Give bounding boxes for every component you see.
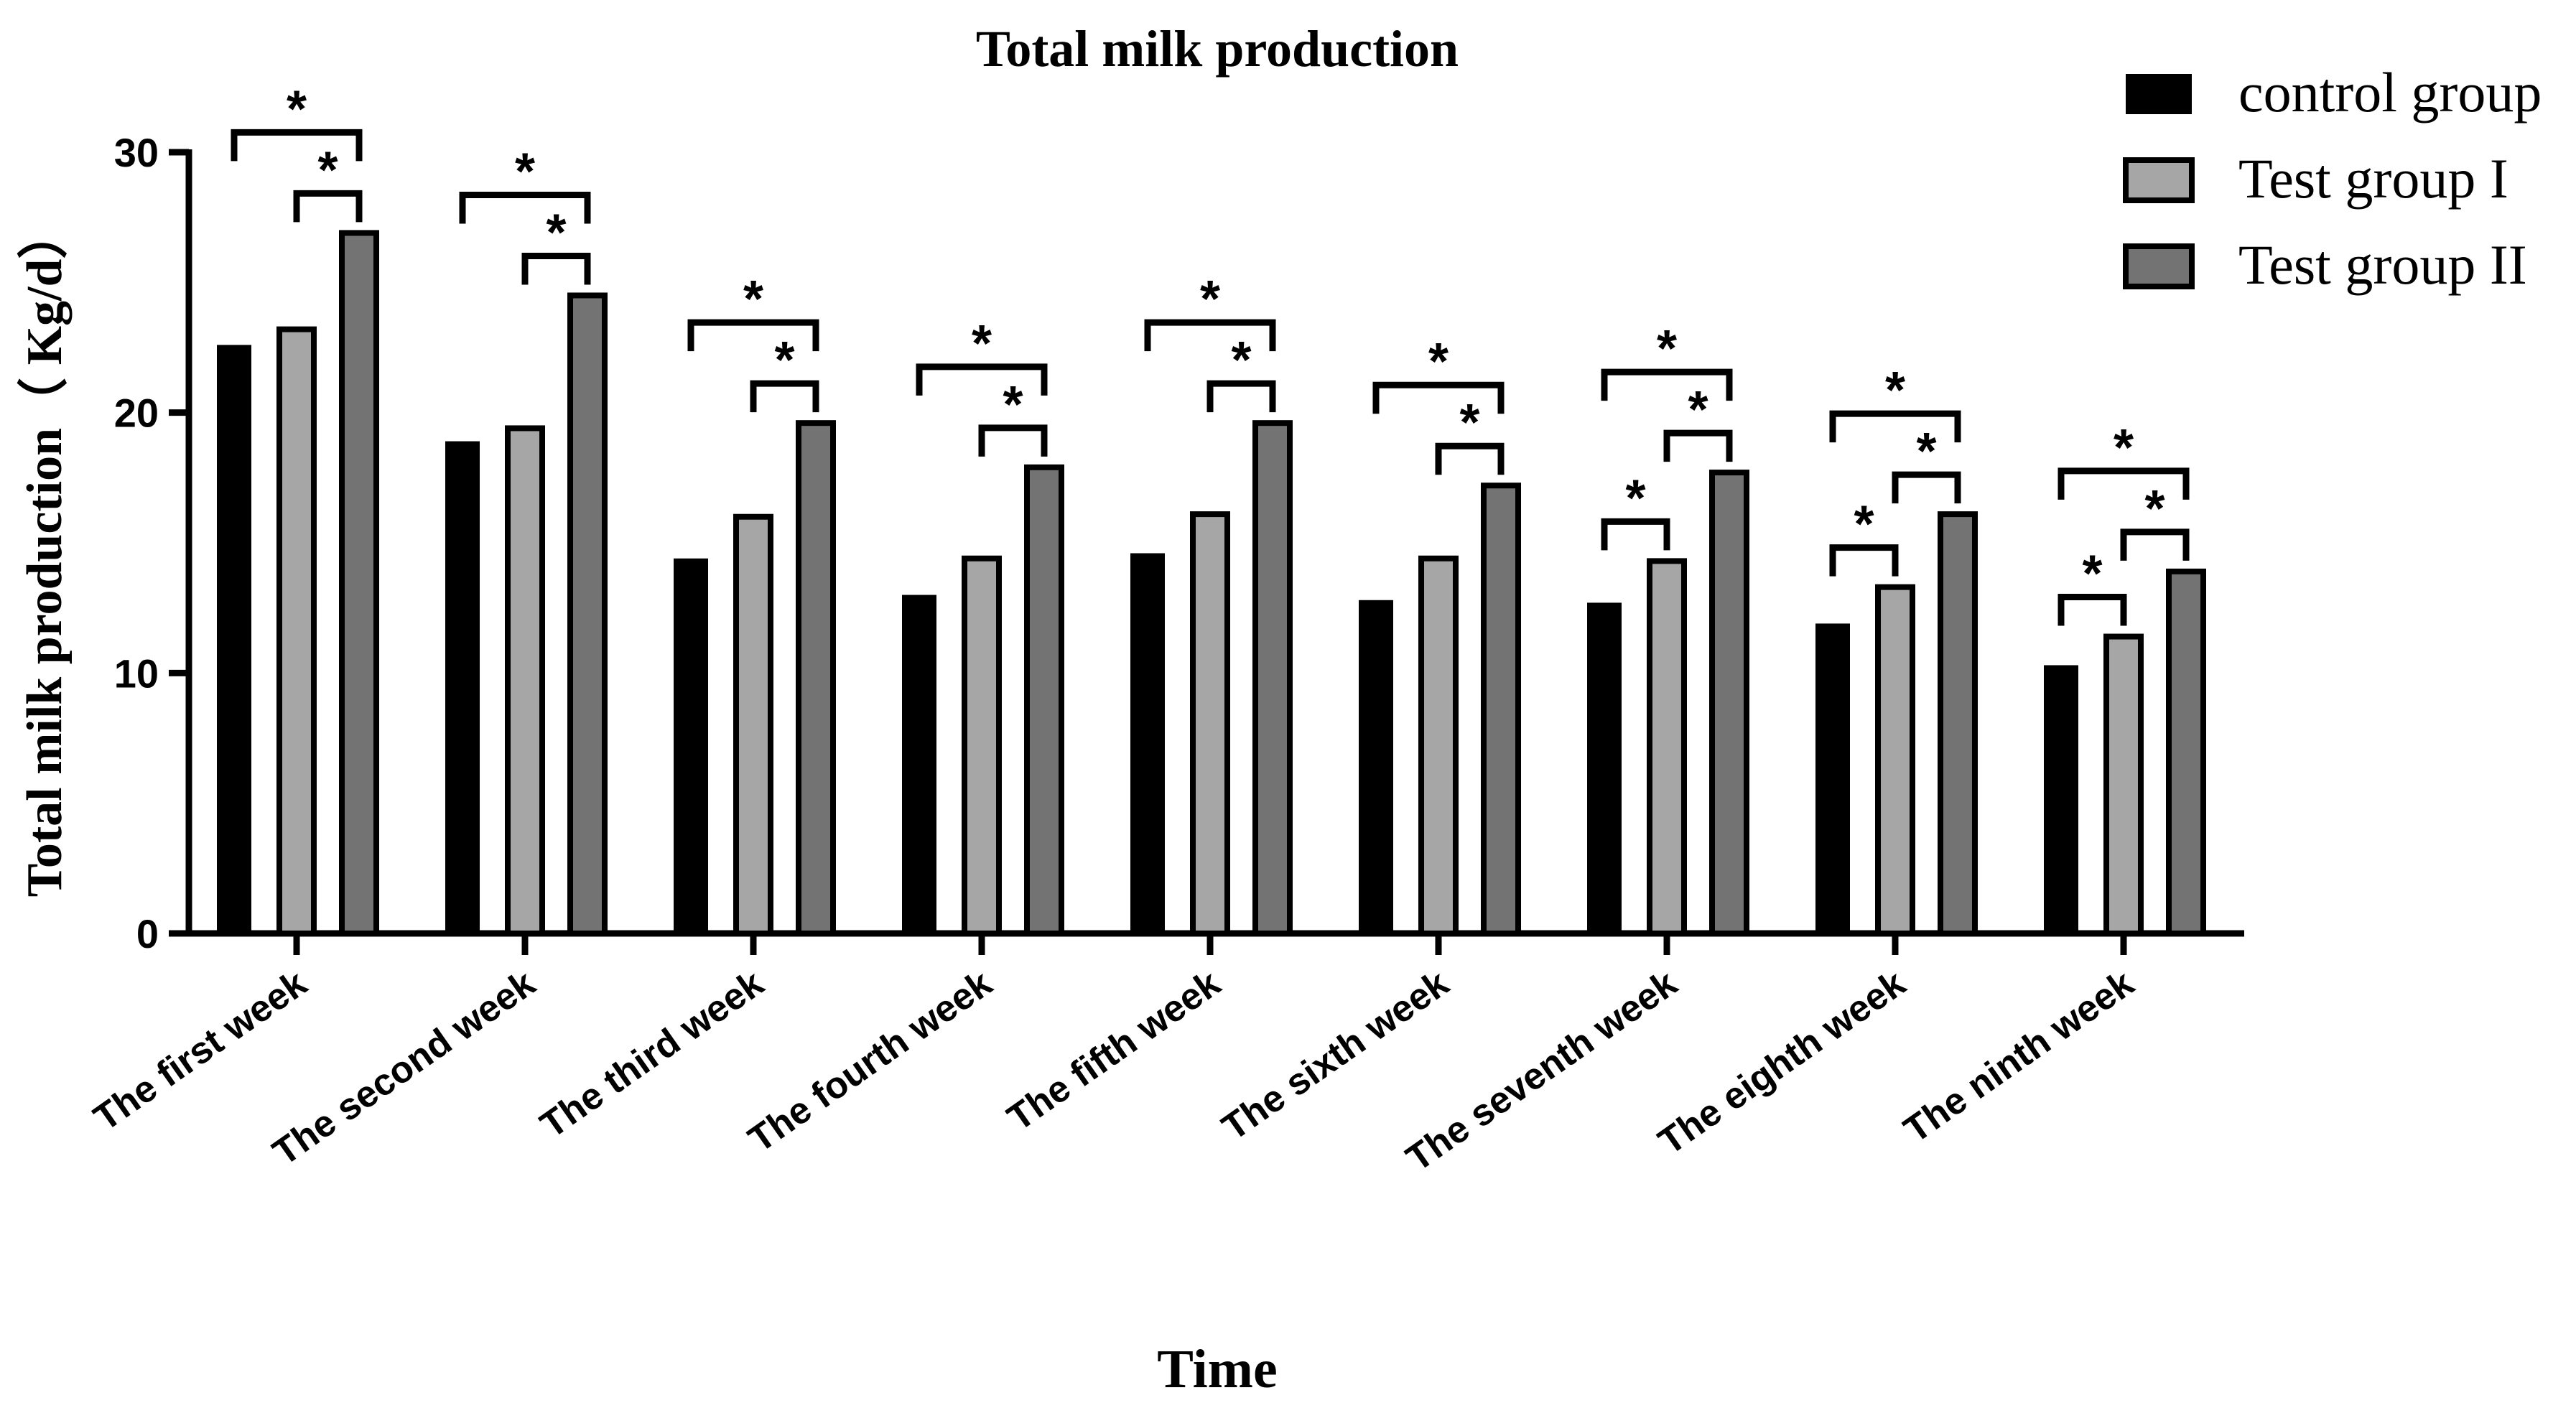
x-axis-label: Time bbox=[1157, 1339, 1277, 1399]
x-tick-label: The fifth week bbox=[1000, 962, 1228, 1139]
significance-star: * bbox=[317, 141, 338, 199]
significance-star: * bbox=[2144, 480, 2165, 538]
significance-bracket bbox=[916, 363, 1048, 396]
bar bbox=[1587, 602, 1622, 933]
significance-bracket bbox=[1144, 319, 1276, 352]
significance-star: * bbox=[1625, 470, 1645, 527]
bar bbox=[962, 555, 1002, 936]
significance-star: * bbox=[1657, 320, 1677, 378]
y-tick-label: 30 bbox=[114, 130, 159, 175]
chart-title: Total milk production bbox=[976, 20, 1459, 78]
y-axis-label: Total milk production（ Kg/d） bbox=[17, 209, 73, 898]
significance-star: * bbox=[1688, 381, 1708, 439]
x-tick-label: The eighth week bbox=[1651, 962, 1913, 1163]
significance-star: * bbox=[515, 143, 535, 200]
significance-bracket bbox=[293, 190, 363, 223]
legend: control group Test group I Test group II bbox=[2123, 61, 2542, 296]
bar bbox=[276, 326, 317, 936]
bar bbox=[1024, 464, 1064, 936]
significance-star: * bbox=[972, 315, 992, 373]
x-tick-label: The sixth week bbox=[1215, 962, 1456, 1149]
bar bbox=[1647, 558, 1687, 936]
significance-star: * bbox=[1003, 376, 1023, 434]
significance-bracket bbox=[521, 252, 591, 285]
significance-bracket bbox=[750, 380, 819, 413]
bar bbox=[2166, 568, 2206, 936]
significance-star: * bbox=[1428, 333, 1449, 391]
significance-bracket bbox=[978, 424, 1048, 457]
y-tick-label: 10 bbox=[114, 651, 159, 696]
significance-star: * bbox=[287, 80, 307, 138]
bar bbox=[796, 420, 836, 936]
y-tick-label: 20 bbox=[114, 391, 159, 436]
x-tick-label: The third week bbox=[533, 962, 771, 1146]
significance-bracket bbox=[1892, 471, 1961, 504]
significance-star: * bbox=[2114, 419, 2134, 477]
bar bbox=[1938, 511, 1978, 936]
significance-star: * bbox=[546, 204, 566, 261]
bar bbox=[2103, 633, 2144, 936]
significance-bracket bbox=[2057, 594, 2127, 626]
significance-bracket bbox=[2057, 467, 2190, 500]
significance-bracket bbox=[231, 129, 363, 162]
significance-bracket bbox=[1829, 410, 1961, 443]
significance-star: * bbox=[1200, 271, 1220, 328]
bar bbox=[1418, 555, 1459, 936]
significance-bracket bbox=[1206, 380, 1276, 413]
significance-star: * bbox=[774, 332, 794, 389]
bar bbox=[733, 513, 773, 936]
bar bbox=[2044, 665, 2078, 933]
significance-bracket bbox=[1435, 442, 1505, 475]
bar bbox=[1359, 600, 1393, 933]
significance-star: * bbox=[1459, 394, 1479, 452]
significance-bracket bbox=[2120, 528, 2190, 561]
legend-label: Test group I bbox=[2238, 147, 2508, 210]
bar bbox=[445, 441, 480, 933]
bar bbox=[567, 292, 608, 936]
y-tick-label: 0 bbox=[136, 911, 159, 956]
significance-star: * bbox=[1854, 496, 1874, 554]
bar bbox=[1875, 584, 1915, 936]
significance-star: * bbox=[743, 271, 763, 328]
bar bbox=[217, 345, 251, 934]
significance-bracket bbox=[1663, 429, 1733, 462]
bar bbox=[1190, 511, 1230, 936]
bar bbox=[1815, 623, 1850, 933]
bar bbox=[505, 425, 545, 936]
significance-star: * bbox=[1885, 362, 1905, 419]
legend-swatch bbox=[2123, 243, 2195, 289]
significance-bracket bbox=[1372, 381, 1505, 414]
bar bbox=[1709, 470, 1749, 936]
bar bbox=[1252, 420, 1293, 936]
significance-star: * bbox=[2082, 546, 2102, 603]
legend-swatch bbox=[2126, 74, 2192, 114]
significance-bracket bbox=[459, 191, 591, 224]
significance-bracket bbox=[1601, 368, 1733, 401]
bar bbox=[674, 558, 708, 933]
significance-bracket bbox=[1829, 544, 1899, 577]
significance-star: * bbox=[1916, 423, 1936, 480]
legend-swatch bbox=[2123, 157, 2195, 203]
bar bbox=[1130, 553, 1165, 933]
legend-label: Test group II bbox=[2238, 233, 2527, 296]
significance-bracket bbox=[1601, 518, 1670, 551]
legend-label: control group bbox=[2238, 61, 2542, 123]
significance-bracket bbox=[687, 319, 819, 352]
x-tick-label: The fourth week bbox=[741, 962, 1000, 1160]
significance-star: * bbox=[1231, 332, 1251, 389]
bar bbox=[339, 230, 379, 936]
bar bbox=[1481, 483, 1521, 936]
bar bbox=[902, 595, 936, 933]
x-tick-label: The first week bbox=[87, 962, 315, 1139]
x-tick-label: The ninth week bbox=[1897, 962, 2142, 1151]
